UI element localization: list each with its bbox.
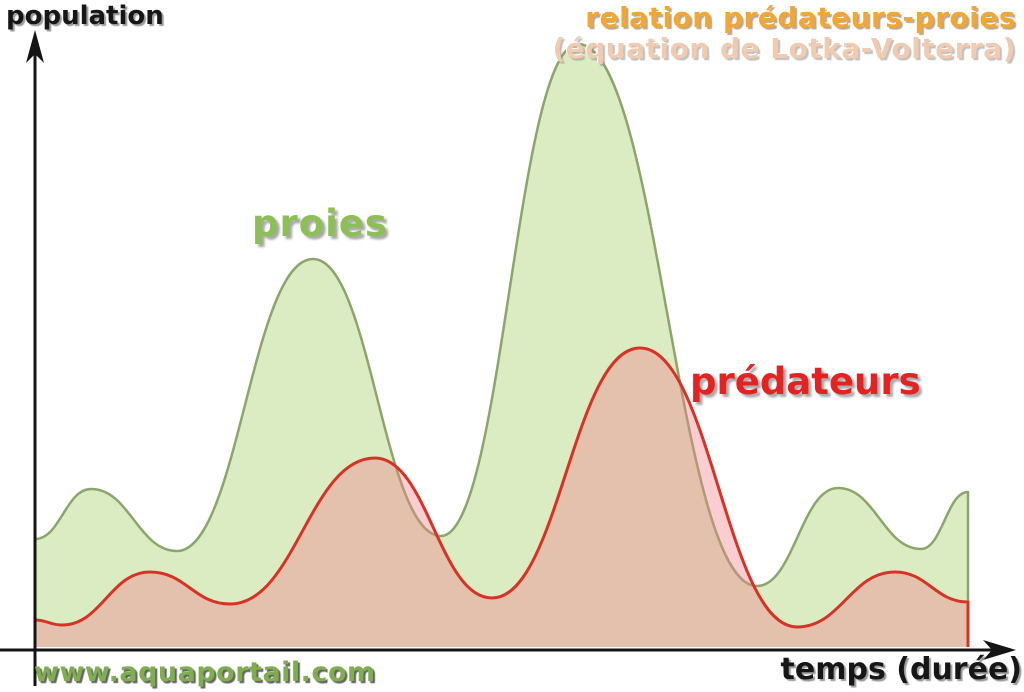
watermark-text: www.aquaportail.com bbox=[34, 657, 376, 688]
series-label-proies: proies bbox=[252, 202, 388, 245]
series-label-predateurs: prédateurs bbox=[690, 360, 921, 403]
proies-curve bbox=[34, 42, 970, 647]
chart-title-line2: (équation de Lotka-Volterra) bbox=[552, 32, 1016, 65]
y-axis-arrow-icon bbox=[26, 30, 44, 63]
x-axis-label: temps (durée) bbox=[780, 652, 1022, 687]
predateurs-curve bbox=[34, 346, 970, 647]
chart-title: relation prédateurs-proies (équation de … bbox=[552, 1, 1016, 65]
predateurs-area bbox=[35, 348, 968, 647]
chart-title-line1: relation prédateurs-proies bbox=[585, 1, 1016, 34]
y-axis-label: population bbox=[6, 1, 164, 31]
x-axis-arrow-icon bbox=[983, 640, 1016, 660]
